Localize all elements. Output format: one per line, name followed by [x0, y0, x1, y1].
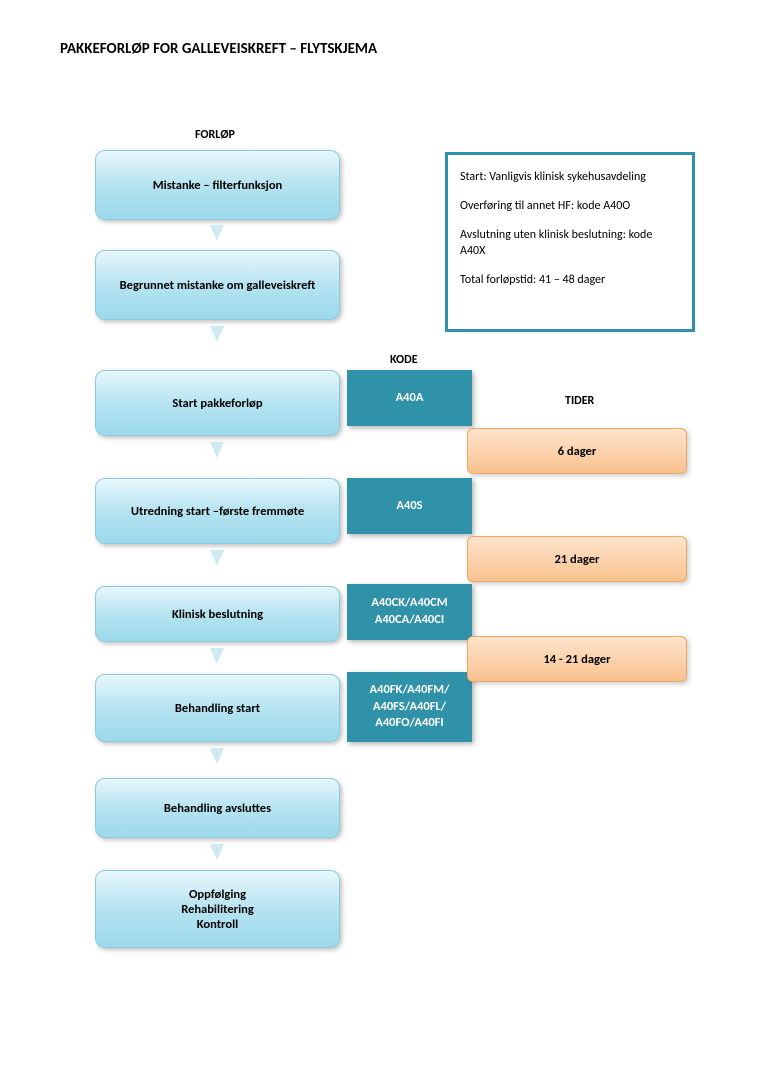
flow-arrow-icon [210, 550, 224, 566]
code-label: A40S [396, 498, 422, 515]
time-box: 6 dager [467, 428, 687, 474]
flow-arrow-icon [210, 225, 224, 241]
forlop-heading: FORLØP [195, 128, 235, 142]
flow-arrow-icon [210, 648, 224, 664]
flow-arrow-icon [210, 326, 224, 342]
tider-heading: TIDER [565, 394, 594, 408]
flow-step-label: Kontroll [197, 917, 238, 932]
flow-step-label: Behandling start [175, 701, 260, 716]
code-box: A40A [347, 370, 472, 426]
flow-step-label: Utredning start –første fremmøte [131, 504, 304, 519]
time-box: 14 - 21 dager [467, 636, 687, 682]
time-label: 21 dager [555, 552, 600, 567]
info-line: Start: Vanligvis klinisk sykehusavdeling [460, 169, 680, 186]
time-box: 21 dager [467, 536, 687, 582]
flow-step-label: Start pakkeforløp [172, 396, 262, 411]
info-box: Start: Vanligvis klinisk sykehusavdeling… [445, 152, 695, 332]
time-label: 14 - 21 dager [543, 652, 610, 667]
kode-heading: KODE [390, 353, 418, 367]
info-line: Overføring til annet HF: kode A40O [460, 198, 680, 215]
flow-arrow-icon [210, 844, 224, 860]
flow-step-label: Begrunnet mistanke om galleveiskreft [120, 278, 316, 293]
flow-step: Begrunnet mistanke om galleveiskreft [95, 250, 340, 320]
info-line: Total forløpstid: 41 – 48 dager [460, 272, 680, 289]
flow-step-label: Mistanke – filterfunksjon [153, 178, 283, 193]
flow-step: Behandling start [95, 674, 340, 742]
flow-step: Behandling avsluttes [95, 778, 340, 838]
flow-step-label: Behandling avsluttes [164, 801, 271, 816]
code-label: A40CA/A40CI [375, 612, 444, 629]
flow-arrow-icon [210, 442, 224, 458]
code-box: A40S [347, 478, 472, 534]
code-label: A40CK/A40CM [371, 595, 447, 612]
flow-step: Mistanke – filterfunksjon [95, 150, 340, 220]
flow-step-label: Klinisk beslutning [172, 607, 263, 622]
code-label: A40FK/A40FM/ [370, 682, 450, 699]
code-box: A40CK/A40CMA40CA/A40CI [347, 584, 472, 640]
info-line: Avslutning uten klinisk beslutning: kode… [460, 227, 680, 261]
code-label: A40FO/A40FI [375, 715, 443, 732]
code-label: A40A [396, 390, 424, 407]
flow-step-label: Oppfølging [189, 887, 246, 902]
page-title: PAKKEFORLØP FOR GALLEVEISKREFT – FLYTSKJ… [60, 40, 698, 58]
flow-step-label: Rehabilitering [181, 902, 254, 917]
code-label: A40FS/A40FL/ [373, 699, 446, 716]
flow-arrow-icon [210, 748, 224, 764]
flow-step: Utredning start –første fremmøte [95, 478, 340, 544]
time-label: 6 dager [558, 444, 597, 459]
flow-step: OppfølgingRehabiliteringKontroll [95, 870, 340, 948]
flow-step: Klinisk beslutning [95, 586, 340, 642]
code-box: A40FK/A40FM/A40FS/A40FL/A40FO/A40FI [347, 672, 472, 742]
flow-step: Start pakkeforløp [95, 370, 340, 436]
